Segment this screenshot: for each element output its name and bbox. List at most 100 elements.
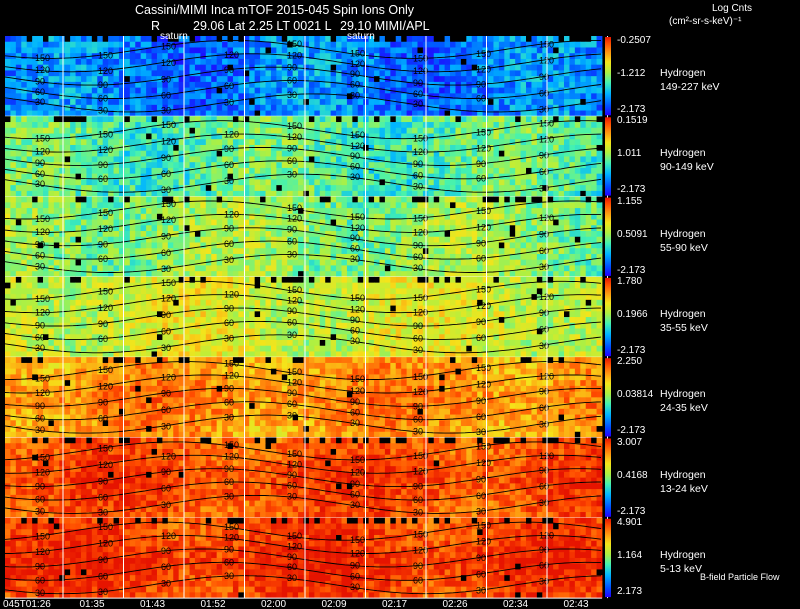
heatmap-cell — [249, 70, 256, 77]
heatmap-cell — [167, 167, 174, 175]
heatmap-cell — [189, 282, 196, 289]
heatmap-cell — [336, 242, 342, 249]
heatmap-cell — [216, 196, 223, 203]
heatmap-cell — [287, 236, 294, 243]
heatmap-cell — [178, 58, 185, 66]
heatmap-cell — [42, 208, 49, 215]
heatmap-cell — [227, 167, 234, 175]
heatmap-cell — [450, 253, 456, 261]
heatmap-cell — [124, 167, 131, 175]
heatmap-cell — [270, 248, 277, 255]
heatmap-cell — [569, 93, 576, 100]
heatmap-cell — [129, 144, 136, 152]
heatmap-cell — [390, 81, 397, 89]
heatmap-cell — [308, 58, 315, 66]
heatmap-cell — [37, 99, 44, 106]
heatmap-cell — [178, 190, 185, 197]
heatmap-cell — [569, 99, 576, 106]
heatmap-cell — [200, 81, 207, 89]
heatmap-cell — [59, 253, 66, 261]
heatmap-cell — [298, 271, 304, 278]
heatmap-cell — [21, 99, 28, 106]
heatmap-cell — [455, 76, 462, 83]
heatmap-cell — [509, 70, 516, 77]
heatmap-cell — [547, 53, 554, 60]
heatmap-cell — [70, 41, 76, 48]
heatmap-cell — [200, 173, 207, 180]
heatmap-cell — [287, 110, 294, 117]
heatmap-cell — [536, 259, 543, 266]
heatmap-cell — [21, 133, 28, 140]
heatmap-cell — [504, 253, 511, 261]
heatmap-cell — [444, 70, 451, 77]
heatmap-cell — [455, 93, 462, 100]
heatmap-cell — [129, 219, 136, 226]
heatmap-cell — [211, 139, 218, 146]
heatmap-cell — [596, 70, 603, 77]
heatmap-cell — [70, 64, 76, 71]
heatmap-cell — [227, 76, 234, 83]
heatmap-cell — [156, 162, 163, 169]
heatmap-cell — [113, 276, 120, 284]
heatmap-cell — [417, 104, 424, 111]
heatmap-cell — [254, 150, 261, 157]
heatmap-cell — [15, 122, 22, 129]
heatmap-cell — [433, 47, 440, 54]
heatmap-cell — [91, 225, 98, 232]
heatmap-cell — [308, 190, 315, 197]
pitch-angle-contour — [4, 93, 602, 113]
heatmap-cell — [260, 87, 266, 94]
heatmap-cell — [108, 110, 114, 117]
heatmap-cell — [466, 76, 473, 83]
heatmap-cell — [189, 58, 196, 66]
heatmap-cell — [596, 76, 603, 83]
heatmap-cell — [70, 265, 76, 272]
heatmap-cell — [531, 259, 538, 266]
heatmap-cell — [232, 76, 239, 83]
heatmap-cell — [460, 185, 467, 192]
heatmap-cell — [135, 58, 142, 66]
heatmap-cell — [498, 231, 505, 238]
heatmap-cell — [363, 253, 370, 261]
heatmap-cell — [460, 99, 467, 106]
heatmap-cell — [596, 190, 603, 197]
heatmap-cell — [542, 133, 549, 140]
heatmap-cell — [135, 265, 142, 272]
heatmap-cell — [509, 265, 516, 272]
heatmap-cell — [444, 87, 451, 94]
heatmap-cell — [574, 208, 581, 215]
heatmap-cell — [509, 127, 516, 134]
heatmap-cell — [509, 208, 516, 215]
heatmap-cell — [374, 271, 380, 278]
heatmap-cell — [395, 167, 402, 175]
heatmap-cell — [477, 122, 483, 129]
heatmap-cell — [319, 282, 326, 289]
heatmap-cell — [553, 196, 559, 203]
heatmap-cell — [42, 144, 49, 152]
heatmap-cell — [287, 127, 294, 134]
heatmap-cell — [91, 139, 98, 146]
heatmap-cell — [140, 190, 147, 197]
heatmap-cell — [520, 208, 527, 215]
heatmap-cell — [401, 127, 408, 134]
heatmap-cell — [243, 81, 250, 89]
heatmap-cell — [124, 196, 131, 203]
heatmap-cell — [515, 87, 521, 94]
heatmap-cell — [151, 150, 158, 157]
heatmap-cell — [292, 248, 299, 255]
contour-label: 60 — [476, 253, 486, 263]
heatmap-cell — [232, 93, 239, 100]
heatmap-cell — [412, 208, 418, 215]
heatmap-cell — [270, 127, 277, 134]
heatmap-cell — [129, 196, 136, 203]
heatmap-cell — [86, 133, 93, 140]
heatmap-cell — [86, 64, 93, 71]
heatmap-cell — [151, 144, 158, 152]
heatmap-cell — [194, 231, 201, 238]
heatmap-cell — [477, 167, 483, 175]
heatmap-cell — [536, 196, 543, 203]
heatmap-cell — [569, 253, 576, 261]
heatmap-cell — [395, 271, 402, 278]
heatmap-cell — [216, 236, 223, 243]
heatmap-cell — [276, 265, 283, 272]
